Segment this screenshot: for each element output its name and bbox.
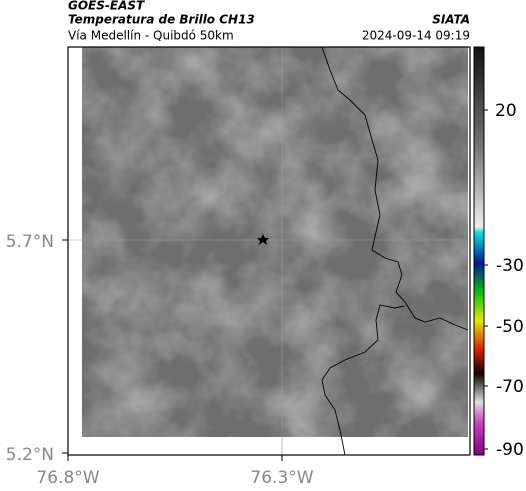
colorbar-label: -50 xyxy=(496,317,524,337)
location-marker xyxy=(257,234,269,245)
route: Vía Medellín - Quibdó 50km xyxy=(68,29,234,43)
colorbar-label: -30 xyxy=(496,256,524,276)
colorbar-ticks xyxy=(484,109,488,450)
colorbar-label: -70 xyxy=(496,377,524,397)
colorbar xyxy=(473,46,485,456)
subtitle: Temperatura de Brillo CH13 xyxy=(68,13,255,27)
boundary xyxy=(321,304,405,455)
title: GOES-EAST xyxy=(68,0,145,13)
lat-label: 5.7°N xyxy=(6,232,54,252)
colorbar-label: 20 xyxy=(495,101,517,121)
cloud-texture xyxy=(82,47,468,437)
map-frame xyxy=(67,46,471,456)
boundary xyxy=(321,47,469,331)
lon-label: 76.8°W xyxy=(36,468,99,488)
colorbar-label: -90 xyxy=(496,440,524,460)
datetime: 2024-09-14 09:19 xyxy=(362,29,470,43)
map-area xyxy=(68,47,470,455)
source: SIATA xyxy=(432,13,470,27)
lat-label: 5.2°N xyxy=(6,445,54,465)
lon-label: 76.3°W xyxy=(250,468,313,488)
